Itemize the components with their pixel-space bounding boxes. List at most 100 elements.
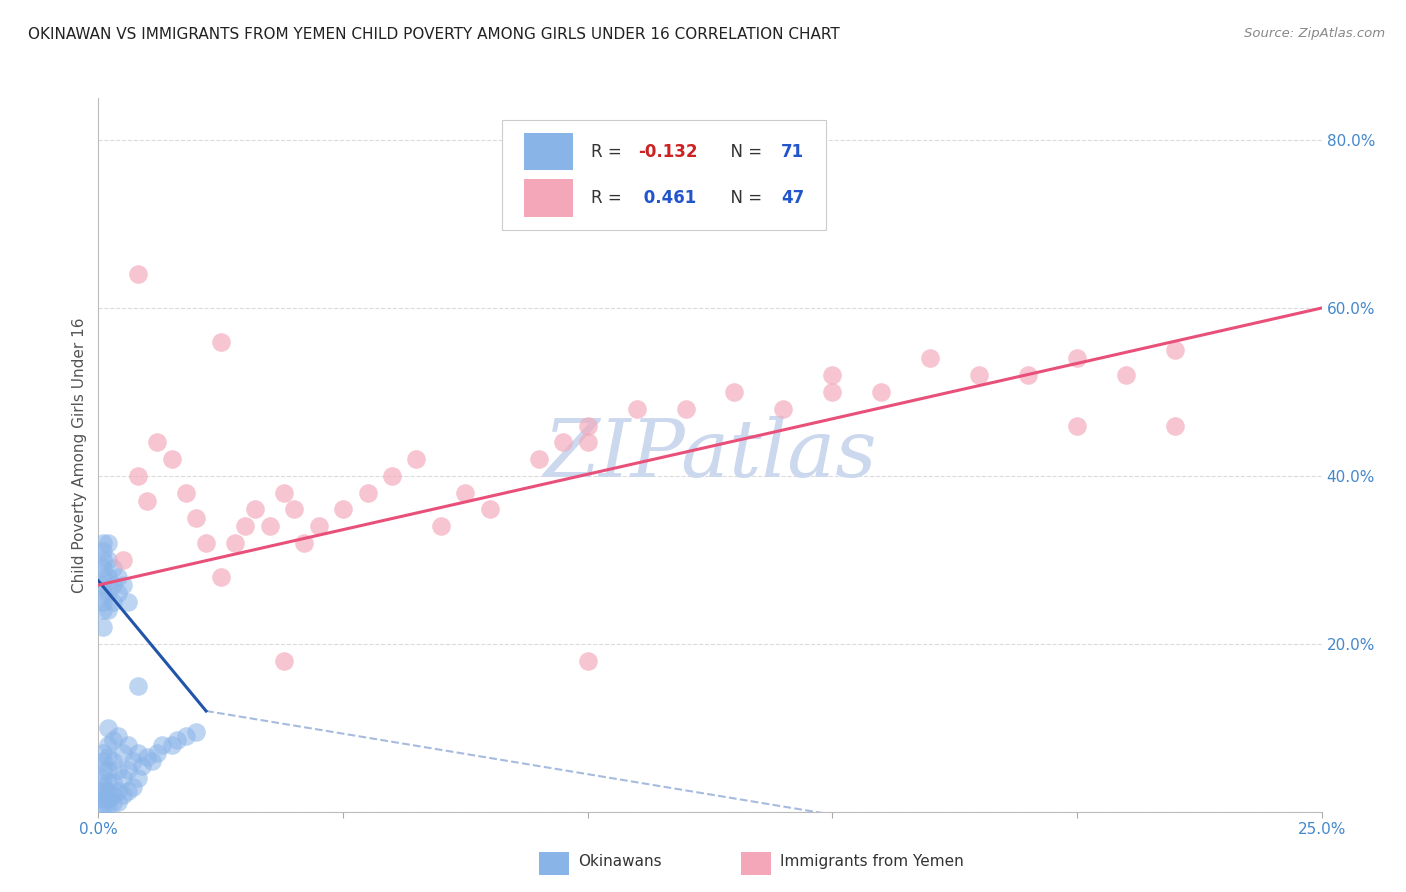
Point bbox=[127, 268, 149, 282]
Point bbox=[117, 763, 139, 777]
Point bbox=[675, 401, 697, 416]
Point bbox=[136, 750, 159, 764]
Point bbox=[332, 502, 354, 516]
Point bbox=[91, 569, 114, 583]
Point bbox=[273, 485, 295, 500]
Point bbox=[209, 569, 232, 583]
Point bbox=[97, 797, 120, 812]
Point bbox=[176, 485, 198, 500]
Point bbox=[91, 544, 114, 558]
Point bbox=[283, 502, 305, 516]
Text: -0.132: -0.132 bbox=[638, 143, 697, 161]
Point bbox=[107, 763, 129, 777]
Point bbox=[107, 783, 129, 797]
Point bbox=[127, 771, 149, 785]
Point bbox=[97, 738, 120, 752]
Point bbox=[405, 452, 427, 467]
Text: N =: N = bbox=[720, 143, 768, 161]
Point bbox=[821, 384, 844, 399]
Point bbox=[91, 788, 114, 802]
FancyBboxPatch shape bbox=[524, 133, 574, 170]
Point bbox=[91, 586, 114, 600]
Point bbox=[127, 469, 149, 483]
Point bbox=[478, 502, 501, 516]
Point bbox=[101, 755, 124, 769]
Point bbox=[870, 384, 893, 399]
Point bbox=[97, 536, 120, 550]
Point bbox=[454, 485, 477, 500]
Point bbox=[723, 384, 745, 399]
Text: Okinawans: Okinawans bbox=[578, 855, 662, 869]
Point bbox=[430, 519, 453, 533]
FancyBboxPatch shape bbox=[502, 120, 827, 230]
Point bbox=[91, 620, 114, 634]
Point bbox=[233, 519, 256, 533]
Point bbox=[121, 780, 143, 794]
Point bbox=[91, 771, 114, 785]
FancyBboxPatch shape bbox=[524, 179, 574, 217]
Point bbox=[101, 561, 124, 575]
Point bbox=[101, 578, 124, 592]
Point bbox=[209, 334, 232, 349]
Point bbox=[160, 452, 183, 467]
Point bbox=[1115, 368, 1137, 383]
Point bbox=[308, 519, 330, 533]
Point bbox=[101, 788, 124, 802]
Point bbox=[131, 758, 153, 772]
Text: Source: ZipAtlas.com: Source: ZipAtlas.com bbox=[1244, 27, 1385, 40]
Point bbox=[111, 578, 134, 592]
Point bbox=[127, 746, 149, 760]
Point bbox=[141, 755, 163, 769]
Point bbox=[97, 783, 120, 797]
Point bbox=[772, 401, 794, 416]
Point bbox=[91, 763, 114, 777]
Point bbox=[97, 792, 120, 806]
Point bbox=[91, 536, 114, 550]
Text: N =: N = bbox=[720, 189, 768, 207]
Point bbox=[195, 536, 218, 550]
Point bbox=[91, 553, 114, 567]
Point bbox=[146, 746, 169, 760]
Point bbox=[101, 797, 124, 811]
Point bbox=[111, 788, 134, 802]
Point bbox=[146, 435, 169, 450]
Point bbox=[1017, 368, 1039, 383]
Point bbox=[97, 763, 120, 777]
FancyBboxPatch shape bbox=[741, 852, 772, 874]
Point bbox=[111, 746, 134, 760]
Point bbox=[91, 780, 114, 794]
Point bbox=[91, 783, 114, 797]
Point bbox=[101, 595, 124, 609]
Point bbox=[117, 783, 139, 797]
Point bbox=[107, 729, 129, 743]
Point bbox=[97, 569, 120, 583]
Point bbox=[127, 679, 149, 693]
Point bbox=[821, 368, 844, 383]
Point bbox=[117, 738, 139, 752]
Y-axis label: Child Poverty Among Girls Under 16: Child Poverty Among Girls Under 16 bbox=[72, 318, 87, 592]
Point bbox=[527, 452, 550, 467]
Text: R =: R = bbox=[592, 189, 627, 207]
Point bbox=[1066, 418, 1088, 433]
Point bbox=[107, 795, 129, 809]
Point bbox=[91, 746, 114, 760]
Point bbox=[186, 511, 208, 525]
Point bbox=[1164, 343, 1187, 357]
Point bbox=[160, 738, 183, 752]
Point bbox=[243, 502, 266, 516]
Point bbox=[150, 738, 173, 752]
Point bbox=[224, 536, 246, 550]
Point bbox=[107, 569, 129, 583]
Text: 71: 71 bbox=[780, 143, 804, 161]
Text: OKINAWAN VS IMMIGRANTS FROM YEMEN CHILD POVERTY AMONG GIRLS UNDER 16 CORRELATION: OKINAWAN VS IMMIGRANTS FROM YEMEN CHILD … bbox=[28, 27, 839, 42]
Point bbox=[91, 578, 114, 592]
Text: R =: R = bbox=[592, 143, 627, 161]
Point bbox=[176, 729, 198, 743]
Point bbox=[273, 654, 295, 668]
Point bbox=[97, 586, 120, 600]
Point bbox=[91, 595, 114, 609]
Point bbox=[101, 733, 124, 747]
Point bbox=[576, 418, 599, 433]
Point bbox=[1164, 418, 1187, 433]
Point bbox=[97, 553, 120, 567]
